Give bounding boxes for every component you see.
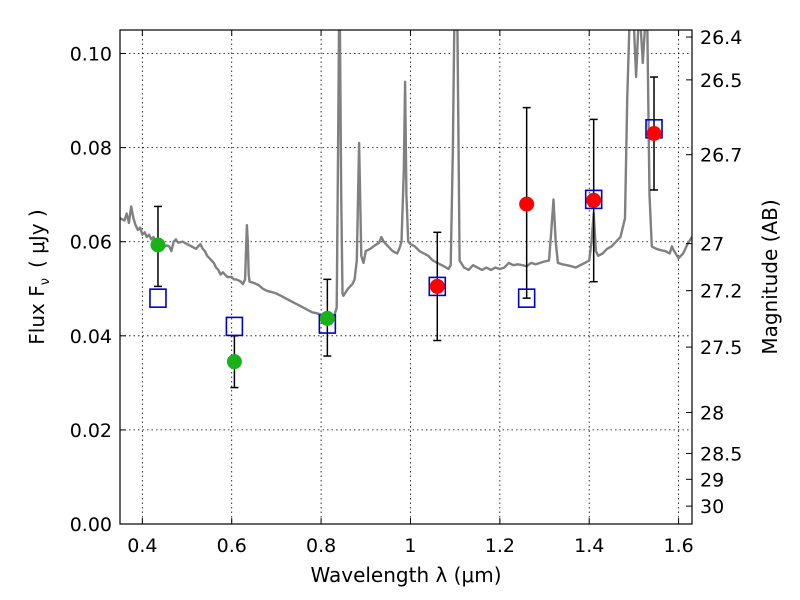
right-tick-label: 26.7: [700, 145, 742, 167]
right-tick-label: 26.5: [700, 70, 742, 92]
x-tick-label: 1.6: [663, 535, 693, 557]
circle-marker: [429, 278, 445, 294]
circle-marker: [319, 310, 335, 326]
y-tick-label: 0.02: [70, 420, 112, 442]
right-tick-label: 28.5: [700, 443, 742, 465]
right-axis-ticks: 26.4 26.5 26.7 27 27.2 27.5 28 28.5 29 30: [686, 27, 742, 518]
y-axis-label-main: Flux F: [25, 285, 49, 344]
circle-marker: [226, 354, 242, 370]
right-tick-label: 26.4: [700, 27, 742, 49]
x-tick-label: 0.4: [127, 535, 157, 557]
x-tick-label: 1.4: [574, 535, 604, 557]
y-axis-label-subscript: ν: [38, 278, 53, 285]
square-marker: [149, 288, 167, 308]
right-tick-label: 27.2: [700, 281, 742, 303]
x-tick-label: 1: [404, 535, 416, 557]
circle-marker: [150, 237, 166, 253]
y-tick-label: 0.08: [70, 138, 112, 160]
circle-marker: [586, 192, 602, 208]
square-marker: [584, 189, 603, 210]
y-tick-label: 0.10: [70, 44, 112, 66]
y-tick-label: 0.04: [70, 326, 112, 348]
model-spectrum: [120, 30, 692, 321]
right-tick-label: 27.5: [700, 337, 742, 359]
square-marker: [517, 288, 536, 308]
y-axis-label-unit: ( μJy ): [25, 209, 49, 268]
right-axis-label: Magnitude (AB): [758, 199, 782, 354]
data-markers: [149, 119, 663, 370]
x-tick-label: 1.2: [485, 535, 515, 557]
y-tick-label: 0.00: [70, 514, 112, 536]
right-tick-label: 29: [700, 469, 724, 491]
circle-marker: [519, 196, 535, 212]
right-tick-label: 28: [700, 402, 724, 424]
circle-marker: [646, 126, 662, 142]
right-tick-label: 27: [700, 234, 724, 256]
right-tick-label: 30: [700, 496, 724, 518]
y-tick-label: 0.06: [70, 232, 112, 254]
y-axis-label: Flux Fν ( μJy ): [25, 209, 53, 344]
plot-frame: [119, 29, 693, 525]
x-tick-label: 0.6: [217, 535, 247, 557]
square-marker: [428, 276, 447, 297]
x-axis-label: Wavelength λ (μm): [310, 563, 501, 587]
y-axis-ticks: 0.00 0.02 0.04 0.06 0.08 0.10: [70, 44, 126, 536]
spectrum-line: [120, 30, 692, 321]
x-tick-label: 0.8: [306, 535, 336, 557]
square-marker: [225, 316, 244, 337]
x-axis-ticks: 0.4 0.6 0.8 1 1.2 1.4 1.6: [127, 30, 694, 557]
